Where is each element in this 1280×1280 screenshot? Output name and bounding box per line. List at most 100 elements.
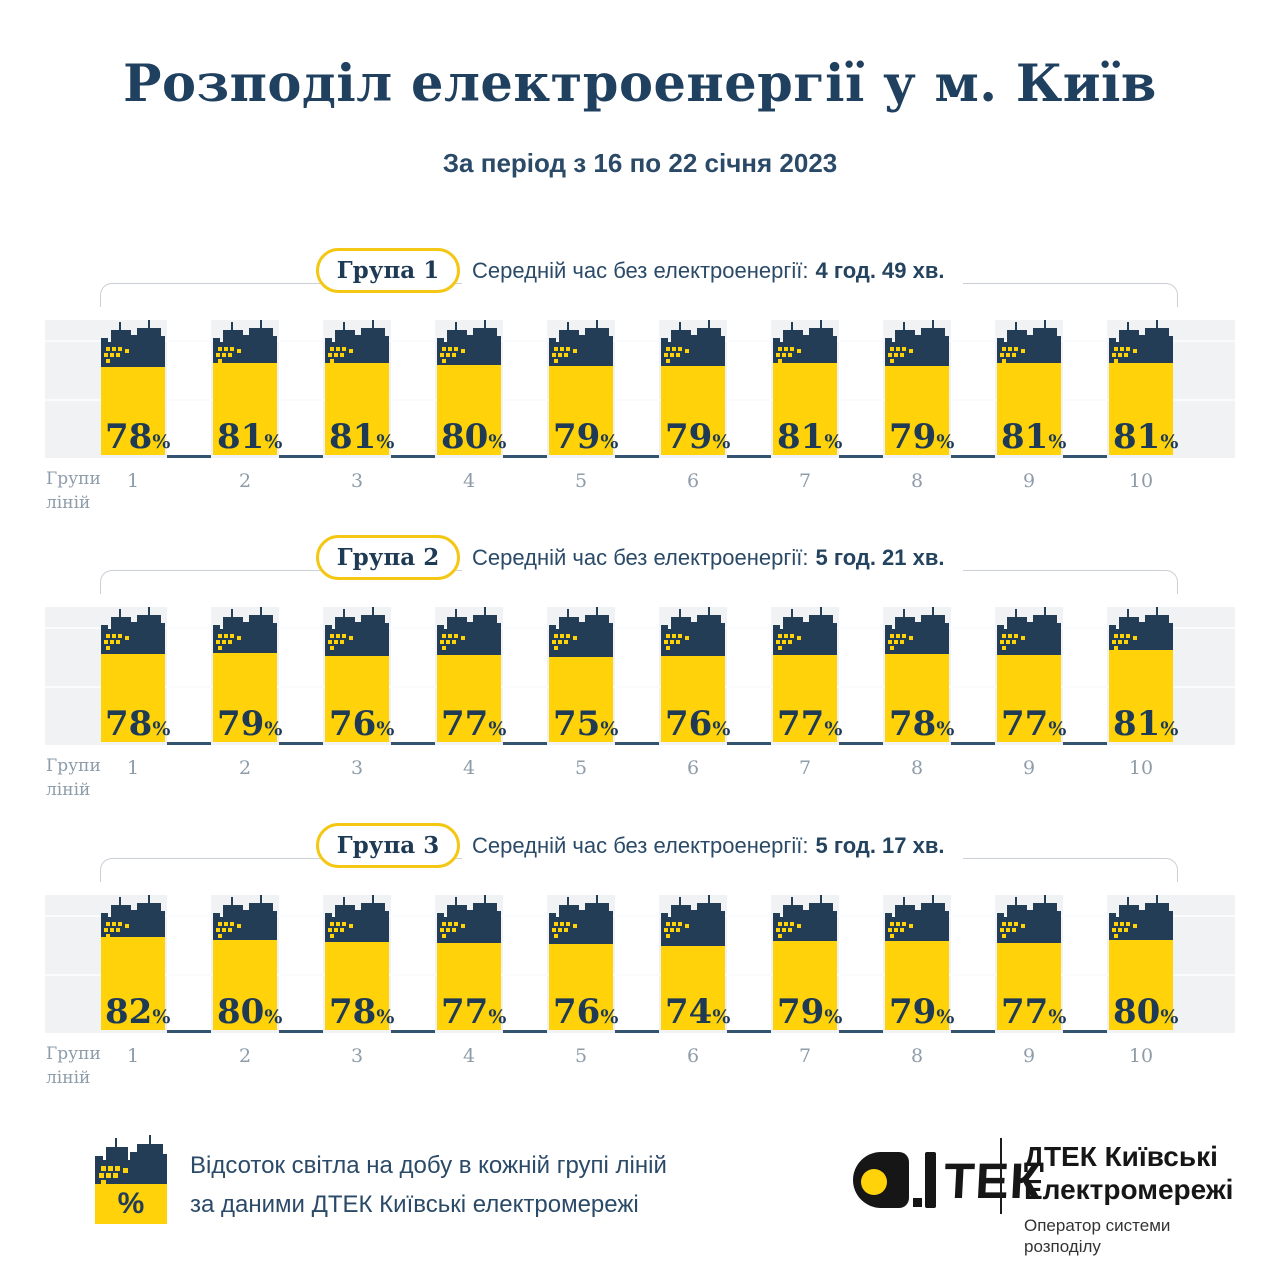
line-number-label: 10	[1128, 757, 1154, 779]
window-dot-icon	[461, 924, 465, 928]
battery-silhouette-step	[1166, 911, 1173, 917]
battery-silhouette-step	[691, 910, 697, 917]
battery-fill	[997, 943, 1061, 1030]
window-dot-icon	[672, 922, 676, 926]
band-stripe	[45, 607, 99, 745]
battery-antenna	[148, 607, 150, 615]
battery-silhouette-step	[437, 913, 444, 917]
battery-silhouette-step	[95, 1156, 103, 1160]
line-number-label: 8	[910, 757, 924, 779]
line-number-label: 1	[126, 1045, 140, 1067]
window-dot-icon	[685, 636, 689, 640]
battery-percent-value: 79	[217, 704, 265, 744]
window-dot-icon	[116, 353, 120, 357]
line-number-label: 6	[686, 757, 700, 779]
window-dot-icon	[1008, 347, 1012, 351]
battery: 82%	[101, 892, 170, 1032]
window-dot-icon	[1120, 922, 1124, 926]
window-dot-icon	[900, 640, 904, 644]
battery-body: 77%	[773, 629, 842, 742]
battery-percent-label: 79%	[217, 707, 282, 741]
battery-fill	[325, 656, 389, 742]
battery-antenna	[372, 895, 374, 903]
window-dot-icon	[778, 634, 782, 638]
battery-antenna	[149, 1135, 151, 1144]
legend-caption: Відсоток світла на добу в кожній групі л…	[190, 1146, 667, 1224]
window-dot-icon	[442, 359, 446, 363]
battery-body: 81%	[213, 342, 282, 455]
battery-terminal	[697, 903, 721, 917]
battery: 77%	[773, 604, 842, 742]
window-dot-icon	[664, 640, 668, 644]
battery-antenna	[1127, 322, 1129, 330]
battery-percent-value: 79	[777, 992, 825, 1032]
window-dot-icon	[330, 634, 334, 638]
line-number-label: 3	[350, 757, 364, 779]
battery-silhouette-step	[661, 338, 668, 342]
window-dot-icon	[118, 922, 122, 926]
battery: 78%	[101, 317, 170, 455]
percent-symbol: %	[488, 718, 507, 740]
window-dot-icon	[1112, 640, 1116, 644]
line-number-label: 4	[462, 470, 476, 492]
battery-percent-value: 82	[105, 992, 153, 1032]
window-dot-icon	[218, 922, 222, 926]
battery-silhouette-step	[773, 625, 780, 629]
battery-terminal	[335, 905, 355, 917]
window-dot-icon	[552, 353, 556, 357]
battery-percent-value: 76	[553, 992, 601, 1032]
battery-silhouette-step	[549, 625, 556, 629]
window-dot-icon	[448, 922, 452, 926]
battery-silhouette-step	[243, 622, 249, 629]
battery-antenna	[455, 897, 457, 905]
group-2-pill: Група 2	[316, 535, 460, 580]
window-dot-icon	[788, 640, 792, 644]
window-dot-icon	[454, 347, 458, 351]
window-dot-icon	[1133, 924, 1137, 928]
battery-silhouette-step	[997, 913, 1004, 917]
battery-antenna	[679, 609, 681, 617]
battery-terminal	[447, 905, 467, 917]
battery-percent-value: 80	[217, 992, 265, 1032]
legend-battery-icon: %	[95, 1134, 167, 1224]
window-dot-icon	[1012, 640, 1016, 644]
line-number-label: 1	[126, 757, 140, 779]
window-dot-icon	[1021, 924, 1025, 928]
battery-body: 78%	[325, 917, 394, 1030]
battery-terminal	[559, 617, 579, 629]
group-3-pill: Група 3	[316, 823, 460, 868]
battery-antenna	[1044, 607, 1046, 615]
window-dot-icon	[1012, 928, 1016, 932]
battery-silhouette-step	[830, 336, 837, 342]
window-dot-icon	[890, 634, 894, 638]
window-dot-icon	[101, 1180, 106, 1185]
battery-percent-value: 76	[665, 704, 713, 744]
battery-percent-label: 74%	[665, 995, 730, 1029]
window-dot-icon	[328, 640, 332, 644]
window-dot-icon	[237, 636, 241, 640]
battery-fill	[661, 366, 725, 455]
battery-antenna	[932, 607, 934, 615]
window-dot-icon	[782, 640, 786, 644]
window-dot-icon	[896, 347, 900, 351]
axis-caption-line1: Групи	[46, 756, 101, 776]
battery-antenna	[231, 322, 233, 330]
band-stripe	[1175, 607, 1235, 745]
window-dot-icon	[342, 347, 346, 351]
company-role-line2: розподілу	[1024, 1237, 1101, 1256]
gridline	[45, 340, 1235, 342]
group-2-section: Група 2 Середній час без електроенергії:…	[0, 535, 1280, 800]
window-dot-icon	[104, 928, 108, 932]
battery-percent-label: 80%	[217, 995, 282, 1029]
line-number-label: 4	[462, 757, 476, 779]
battery-silhouette-step	[773, 338, 780, 342]
battery-fill	[325, 942, 389, 1030]
battery-terminal	[223, 330, 243, 342]
percent-symbol: %	[376, 718, 395, 740]
battery-silhouette-step	[101, 913, 108, 917]
window-dot-icon	[440, 353, 444, 357]
battery: 77%	[437, 892, 506, 1030]
battery: 81%	[997, 317, 1066, 455]
window-dot-icon	[790, 634, 794, 638]
window-dot-icon	[452, 928, 456, 932]
